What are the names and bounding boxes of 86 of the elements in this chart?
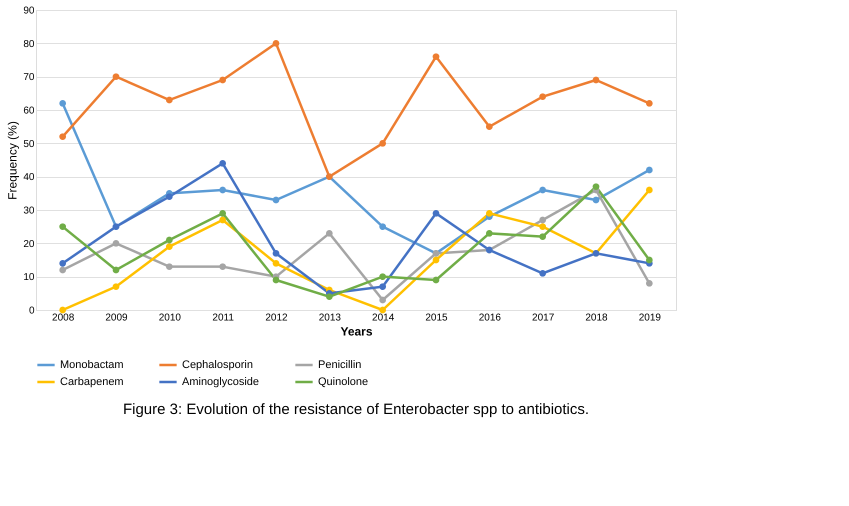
point [219,76,226,84]
x-tick-label: 2017 [532,312,555,324]
point [112,73,120,80]
point [646,100,653,107]
y-axis-title: Frequency (%) [5,121,20,200]
point [326,293,333,300]
legend-label: Quinolone [318,376,368,388]
point [379,283,386,290]
point [539,223,546,230]
point [272,260,280,267]
y-tick-label: 10 [23,272,35,284]
point [326,230,333,237]
x-tick-label: 2015 [425,312,448,324]
x-tick-label: 2016 [478,312,502,324]
legend-label: Penicillin [318,359,362,371]
point [432,256,440,264]
point [539,216,546,224]
point [59,306,66,314]
x-tick-label: 2013 [318,312,342,324]
point [166,243,173,250]
point [166,193,173,200]
point [272,196,280,204]
text: Figure 3: Evolution of the resistance of Enterobacter spp to antibiotics. [122,401,590,418]
x-tick-label: 2018 [585,312,608,324]
legend-label: Monobactam [60,359,124,371]
x-tick-label: 2008 [52,312,75,324]
point [539,270,546,277]
point [432,210,440,217]
y-tick-label: 30 [23,206,35,216]
legend-label: Carbapenem [60,376,124,388]
point [646,166,653,174]
point [379,223,386,230]
y-tick-label: 60 [23,106,35,116]
y-tick-label: 90 [23,6,35,16]
point [112,283,120,290]
point [272,40,280,47]
x-tick-label: 2011 [212,312,234,324]
point [646,256,653,264]
x-axis-title: Years [340,324,373,338]
point [486,123,493,130]
point [379,273,386,280]
point [432,276,440,284]
legend-label: Aminoglycoside [182,376,260,388]
y-tick-label: 20 [23,238,35,250]
point [539,233,546,240]
point [219,216,226,224]
point [646,186,653,194]
point [219,160,226,167]
x-tick-label: 2019 [638,312,662,324]
point [379,296,386,304]
point [539,186,546,194]
point [272,276,280,284]
legend-label: Cephalosporin [182,359,253,371]
point [486,230,493,237]
point [646,280,653,287]
point [432,53,440,60]
point [592,196,600,204]
point [166,96,173,104]
y-tick-label: 0 [28,306,35,316]
point [59,223,66,230]
point [166,236,173,244]
x-tick-label: 2014 [372,312,395,324]
point [112,240,120,247]
point [592,183,600,190]
x-tick-label: 2012 [265,312,288,324]
point [379,306,386,314]
point [59,133,66,140]
point [379,140,386,147]
point [592,76,600,84]
point [112,266,120,274]
y-tick-label: 70 [23,72,35,84]
point [166,263,173,270]
x-tick-label: 2010 [158,312,182,324]
point [486,210,493,217]
point [539,93,546,100]
point [219,210,226,217]
y-tick-label: 50 [23,138,35,150]
point [272,250,280,257]
point [59,260,66,267]
x-tick-label: 2009 [105,312,128,324]
point [219,186,226,194]
point [59,266,66,274]
point [59,100,66,107]
y-tick-label: 80 [23,38,35,50]
point [219,263,226,270]
y-tick-label: 40 [23,172,35,184]
